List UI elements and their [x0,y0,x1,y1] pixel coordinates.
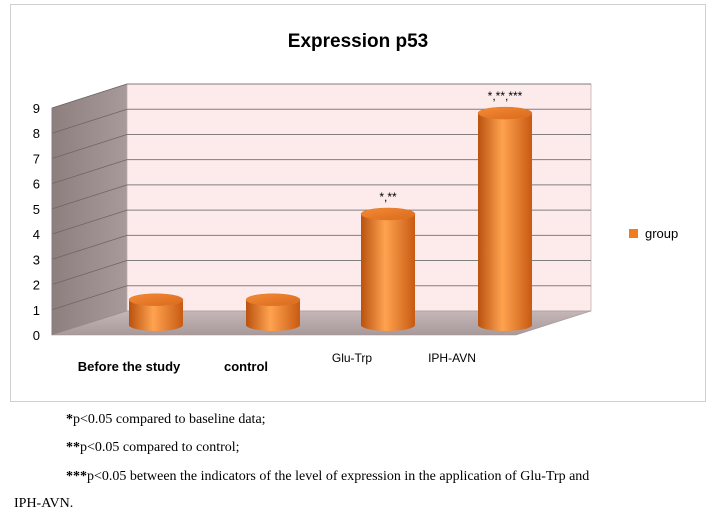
gridline-side [51,234,128,260]
y-tick-label: 0 [33,328,40,343]
y-tick-label: 6 [33,177,40,192]
x-tick-label: Glu-Trp [332,351,373,365]
legend: group [629,226,678,241]
y-tick-label: 5 [33,202,40,217]
bar-top [128,293,184,307]
significance-label: *,**,*** [488,89,523,103]
gridline-side [51,184,128,210]
gridline-side [51,285,128,311]
chart-frame: 0 1 2 3 4 5 6 7 8 9 *,** *,**,*** Before the study… [10,4,706,402]
chart-svg: 0 1 2 3 4 5 6 7 8 9 *,** *,**,*** Before the study… [33,31,678,374]
side-wall [51,83,128,336]
y-tick-label: 9 [33,101,40,116]
legend-label: group [645,226,678,241]
footnote-mark: ** [66,440,80,455]
bar [245,293,301,331]
x-tick-label: IPH-AVN [428,351,476,365]
significance-label: *,** [379,190,397,204]
x-tick-label: control [224,359,268,374]
gridline-side [51,260,128,285]
bar-top [360,207,416,221]
gridline-side [51,159,128,185]
y-tick-label: 7 [33,151,40,166]
footnote-mark: * [66,412,73,427]
y-tick-label: 2 [33,278,40,293]
gridline-side [51,134,128,159]
gridline-side [51,83,128,109]
y-axis: 0 1 2 3 4 5 6 7 8 9 [33,101,53,343]
y-tick-label: 8 [33,126,40,141]
bars: *,** *,**,*** [128,89,533,331]
footnote-2: **p<0.05 compared to control; [66,440,240,456]
y-tick-label: 1 [33,303,40,318]
footnote-3: ***p<0.05 between the indicators of the … [66,469,704,485]
footnote-3-continuation: IPH-AVN. [14,496,74,511]
y-tick-label: 3 [33,252,40,267]
chart-title: Expression p53 [288,31,428,52]
bar [128,293,184,331]
legend-swatch [629,229,638,238]
bar-top [477,106,533,120]
x-axis: Before the study control Glu-Trp IPH-AVN [78,351,476,374]
x-tick-label: Before the study [78,359,181,374]
bar: *,** [360,190,416,331]
bar-body [478,113,532,331]
bar-body [246,299,300,331]
bar: *,**,*** [477,89,533,331]
gridline-side [51,108,128,134]
footnote-1: *p<0.05 compared to baseline data; [66,412,266,428]
footnote-text: p<0.05 compared to control; [80,440,240,455]
footnote-mark: *** [66,469,87,484]
bar-body [129,299,183,331]
bar-body [361,214,415,331]
footnote-text: p<0.05 compared to baseline data; [73,412,266,427]
floor [51,310,592,336]
gridline-side [51,209,128,235]
bar-top [245,293,301,307]
footnote-text: p<0.05 between the indicators of the lev… [87,469,590,484]
y-tick-label: 4 [33,227,40,242]
